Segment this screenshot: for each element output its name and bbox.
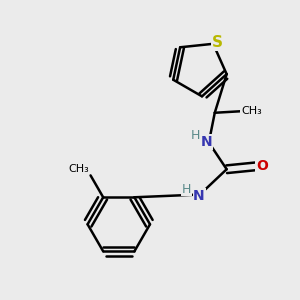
Text: N: N: [201, 135, 212, 149]
Text: H: H: [182, 183, 191, 196]
Text: CH₃: CH₃: [241, 106, 262, 116]
Text: N: N: [193, 189, 205, 203]
Text: S: S: [212, 35, 223, 50]
Text: CH₃: CH₃: [68, 164, 89, 174]
Text: O: O: [256, 159, 268, 173]
Text: H: H: [191, 130, 200, 142]
